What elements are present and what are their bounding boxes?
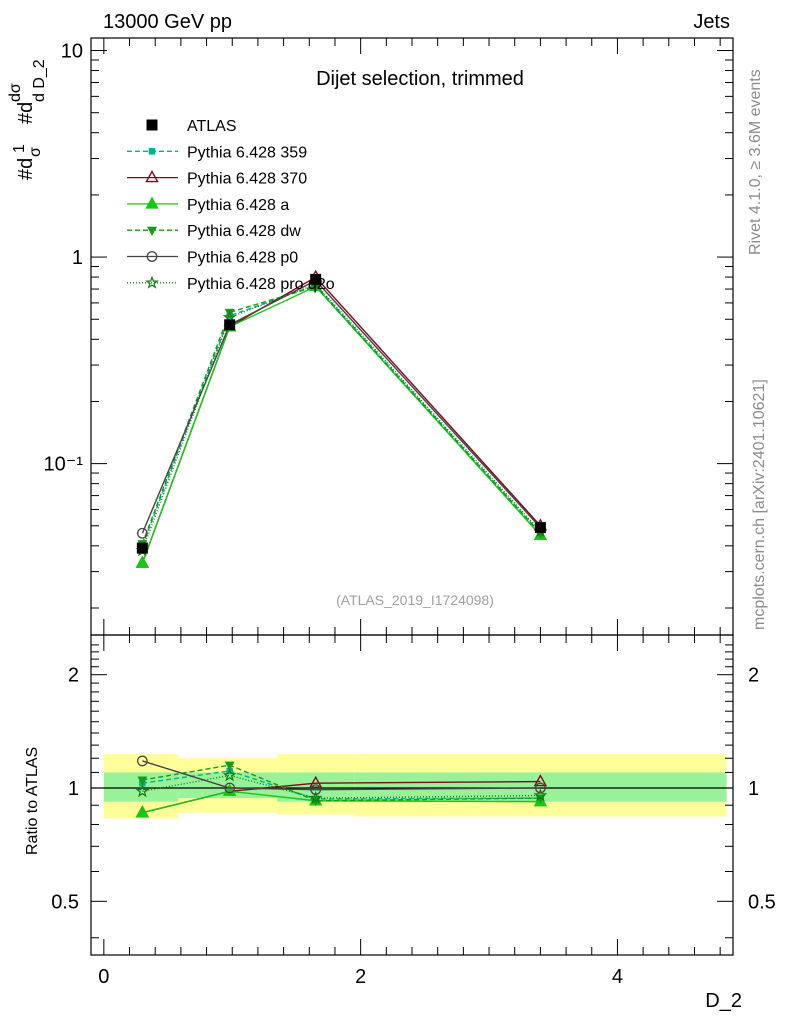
series-line <box>141 285 541 564</box>
x-tick-label: 4 <box>612 966 623 988</box>
ratio-series-line <box>142 770 541 800</box>
main-panel: 10 1 10⁻¹ ATLAS Pythia 6.428 359 Pythia 6.428… <box>44 37 734 636</box>
ratio-point <box>533 774 548 787</box>
legend-marker <box>145 275 159 289</box>
ratio-point <box>308 790 323 805</box>
legend-marker <box>145 170 159 183</box>
main-ylabel: #d 1 σ #d dσ d D_2 <box>7 59 48 180</box>
ratio-point <box>222 768 237 782</box>
ratio-series-line <box>142 760 541 791</box>
x-tick-label: 0 <box>98 966 109 988</box>
data-point <box>136 542 148 554</box>
series-line <box>142 279 540 548</box>
main-ylabel-frac1-den: σ <box>27 147 44 157</box>
series-line <box>141 276 541 564</box>
legend-marker <box>147 226 157 236</box>
analysis-watermark: (ATLAS_2019_I1724098) <box>336 592 494 608</box>
series-line <box>141 283 541 551</box>
series-line <box>141 284 541 547</box>
series-line <box>141 279 541 534</box>
data-point <box>310 273 322 285</box>
legend-label: Pythia 6.428 a <box>187 197 289 214</box>
chart-title: Dijet selection, trimmed <box>316 68 524 90</box>
x-tick-label: 2 <box>355 966 366 988</box>
ratio-point <box>224 761 235 771</box>
legend-marker <box>145 196 159 209</box>
legend-label: Pythia 6.428 359 <box>187 144 307 161</box>
data-point <box>136 527 148 539</box>
legend: ATLAS Pythia 6.428 359 Pythia 6.428 370 Pyt… <box>127 118 335 293</box>
legend-marker <box>146 251 158 262</box>
y-tick-label-right: 0.5 <box>748 891 776 913</box>
rivet-version-text: Rivet 4.1.0, ≥ 3.6M events <box>747 69 764 255</box>
x-axis-label: D_2 <box>705 990 742 1012</box>
ratio-series-line <box>142 790 541 814</box>
legend-marker <box>148 148 156 155</box>
header-left: 13000 GeV pp <box>103 11 232 33</box>
ratio-point <box>533 788 548 802</box>
legend-label: Pythia 6.428 p0 <box>187 250 298 267</box>
data-point <box>534 522 546 534</box>
ratio-series-line <box>142 764 541 802</box>
header-right: Jets <box>693 11 730 33</box>
ratio-panel: 2 2 1 1 0.5 0.5 0 2 4 <box>51 634 776 988</box>
y-tick-label-right: 2 <box>748 665 759 687</box>
ratio-point <box>135 805 150 818</box>
ratio-point <box>309 775 323 788</box>
mcplots-site-text: mcplots.cern.ch [arXiv:2401.10621] <box>751 379 768 630</box>
legend-label: Pythia 6.428 370 <box>187 171 307 188</box>
ratio-ylabel: Ratio to ATLAS <box>24 747 41 855</box>
legend-label: Pythia 6.428 pro q2o <box>187 276 335 293</box>
y-tick-label: 0.5 <box>51 891 79 913</box>
legend-label: Pythia 6.428 dw <box>187 223 301 240</box>
legend-label: ATLAS <box>187 118 237 135</box>
y-tick-label: 2 <box>68 665 79 687</box>
main-ylabel-part2: #d <box>15 102 37 124</box>
main-ylabel-frac2-den: d D_2 <box>31 59 48 102</box>
main-ylabel-frac2-num: dσ <box>7 83 24 102</box>
ratio-point <box>535 782 546 794</box>
ratio-point <box>136 755 148 767</box>
ratio-point <box>222 783 237 797</box>
main-ylabel-frac1-num: 1 <box>11 144 28 153</box>
data-point <box>224 319 236 331</box>
y-tick-label: 10⁻¹ <box>44 454 84 476</box>
y-tick-label: 10 <box>61 41 83 63</box>
data-point <box>135 555 150 568</box>
legend-marker <box>146 119 158 131</box>
series-line <box>141 285 541 544</box>
main-ylabel-part1: #d <box>15 158 37 180</box>
ratio-point <box>137 776 148 786</box>
ratio-point <box>224 782 236 794</box>
ratio-point <box>135 784 150 798</box>
y-tick-label-right: 1 <box>748 778 759 800</box>
y-tick-label: 1 <box>72 247 83 269</box>
y-tick-label: 1 <box>68 778 79 800</box>
